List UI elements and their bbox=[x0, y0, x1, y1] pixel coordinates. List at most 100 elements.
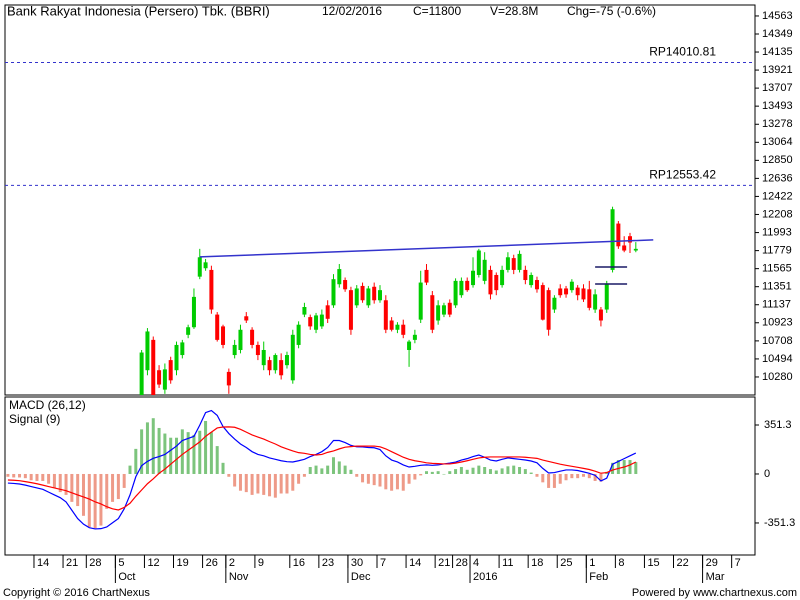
histogram-bar bbox=[331, 457, 335, 474]
y-tick-label: 10494 bbox=[762, 353, 793, 365]
histogram-bar bbox=[99, 473, 103, 526]
chart-title: Bank Rakyat Indonesia (Persero) Tbk. (BB… bbox=[7, 3, 270, 18]
candle-body bbox=[505, 257, 510, 270]
x-tick-label: 22 bbox=[677, 557, 689, 569]
candle-body bbox=[395, 324, 400, 330]
histogram-bar bbox=[425, 471, 429, 474]
histogram-bar bbox=[145, 422, 149, 474]
histogram-bar bbox=[268, 473, 272, 497]
y-tick-label: 12208 bbox=[762, 208, 793, 220]
candle-body bbox=[529, 274, 534, 286]
quote-change: Chg=-75 (-0.6%) bbox=[567, 4, 656, 18]
candle-body bbox=[424, 269, 429, 283]
histogram-bar bbox=[105, 473, 109, 509]
histogram-bar bbox=[198, 430, 202, 474]
candle-body bbox=[546, 290, 551, 330]
candle-body bbox=[261, 349, 266, 366]
x-tick-label: 7 bbox=[735, 557, 741, 569]
histogram-bar bbox=[47, 473, 51, 484]
month-label: Feb bbox=[589, 571, 608, 583]
candle-body bbox=[296, 324, 301, 345]
candle-body bbox=[308, 317, 313, 327]
histogram-bar bbox=[459, 467, 463, 474]
histogram-bar bbox=[570, 473, 574, 479]
histogram-bar bbox=[552, 473, 556, 488]
candle-body bbox=[628, 236, 632, 243]
candle-body bbox=[378, 290, 382, 301]
histogram-bar bbox=[192, 434, 196, 474]
histogram-bar bbox=[407, 473, 411, 484]
histogram-bar bbox=[616, 460, 620, 474]
candle-body bbox=[180, 342, 185, 356]
candle-body bbox=[622, 245, 627, 251]
histogram-bar bbox=[12, 473, 16, 478]
candle-body bbox=[221, 326, 226, 345]
histogram-bar bbox=[413, 473, 417, 480]
candle-body bbox=[604, 283, 609, 310]
y-tick-label: 12636 bbox=[762, 172, 793, 184]
reference-label: RP12553.42 bbox=[649, 168, 716, 182]
candle-body bbox=[494, 274, 499, 291]
x-tick-label: 28 bbox=[456, 557, 468, 569]
x-tick-label: 29 bbox=[706, 557, 718, 569]
histogram-bar bbox=[395, 473, 399, 490]
candle-body bbox=[284, 355, 289, 366]
candle-body bbox=[465, 280, 470, 291]
histogram-bar bbox=[378, 473, 382, 487]
histogram-bar bbox=[587, 473, 591, 479]
x-tick-label: 4 bbox=[473, 557, 479, 569]
candle-body bbox=[191, 296, 196, 328]
histogram-bar bbox=[41, 473, 45, 481]
reference-label: RP14010.81 bbox=[649, 45, 716, 59]
x-tick-label: 8 bbox=[618, 557, 624, 569]
powered-by: Powered by www.chartnexus.com bbox=[632, 587, 797, 599]
y-tick-label: 14349 bbox=[762, 28, 793, 40]
candle-body bbox=[319, 314, 324, 327]
candle-body bbox=[366, 288, 371, 306]
candle-body bbox=[157, 370, 162, 385]
candle-body bbox=[331, 279, 336, 306]
y-tick-label: 11137 bbox=[762, 299, 791, 311]
x-tick-label: 18 bbox=[531, 557, 543, 569]
histogram-bar bbox=[343, 465, 347, 474]
x-tick-label: 14 bbox=[409, 557, 421, 569]
candle-body bbox=[343, 280, 348, 290]
histogram-bar bbox=[180, 429, 184, 474]
histogram-bar bbox=[529, 472, 533, 474]
histogram-bar bbox=[547, 473, 551, 488]
candle-body bbox=[575, 287, 580, 296]
y-tick-label: 14563 bbox=[762, 10, 793, 22]
histogram-bar bbox=[430, 471, 434, 474]
histogram-bar bbox=[35, 473, 39, 481]
histogram-bar bbox=[302, 473, 306, 477]
histogram-bar bbox=[483, 467, 487, 474]
x-tick-label: 25 bbox=[560, 557, 572, 569]
histogram-bar bbox=[494, 470, 498, 474]
histogram-bar bbox=[204, 420, 208, 474]
candle-body bbox=[279, 360, 284, 376]
candle-body bbox=[255, 344, 260, 356]
month-label: 2016 bbox=[473, 571, 497, 583]
price-panel-frame bbox=[4, 4, 756, 396]
histogram-bar bbox=[279, 473, 283, 494]
y-tick-label: 13921 bbox=[762, 64, 793, 76]
candle-body bbox=[447, 302, 452, 315]
y-tick-label: 12422 bbox=[762, 190, 793, 202]
axes: 14 21 28 5 12 19 26 2 9 16 23 30 7 14 21 28 4 11 18 25 1 8 15 2… bbox=[33, 10, 795, 583]
candle-body bbox=[139, 352, 144, 395]
candle-body bbox=[226, 371, 231, 386]
candle-body bbox=[168, 360, 173, 381]
candle-body bbox=[558, 288, 563, 296]
histogram-bar bbox=[564, 473, 568, 481]
x-tick-label: 1 bbox=[589, 557, 595, 569]
candle-body bbox=[302, 307, 307, 315]
x-tick-label: 21 bbox=[438, 557, 450, 569]
histogram-bar bbox=[175, 437, 179, 474]
candle-body bbox=[389, 320, 394, 330]
candle-body bbox=[162, 369, 167, 390]
candle-body bbox=[500, 269, 505, 286]
price-plot: RP14010.81 RP12553.42 bbox=[5, 45, 755, 395]
candle-body bbox=[511, 258, 516, 270]
candle-body bbox=[564, 288, 569, 295]
y-tick-label: 11993 bbox=[762, 226, 792, 238]
